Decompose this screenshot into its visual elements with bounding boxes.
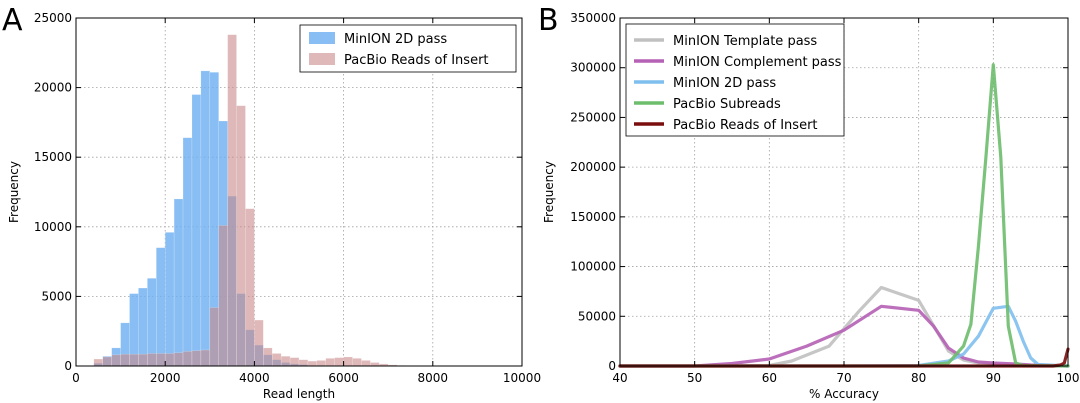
- x-tick-label: 40: [612, 371, 627, 385]
- histogram-bar-pacbio: [191, 350, 202, 367]
- histogram-bar-pacbio: [334, 357, 344, 367]
- histogram-bar-pacbio: [111, 354, 121, 367]
- x-tick-label: 2000: [150, 371, 181, 385]
- histogram-bar-minion: [173, 198, 184, 367]
- histogram-bar-pacbio: [245, 208, 255, 367]
- histogram-bar-minion: [182, 137, 193, 367]
- histogram-bar-minion: [156, 247, 166, 367]
- histogram-bar-pacbio: [120, 353, 130, 367]
- y-tick-label: 300000: [570, 61, 616, 75]
- histogram-bar-pacbio: [147, 353, 157, 367]
- histogram-bar-pacbio: [263, 347, 273, 367]
- histogram-bar-pacbio: [325, 358, 335, 367]
- histogram-bar-pacbio: [307, 360, 318, 367]
- y-tick-label: 20000: [34, 81, 72, 95]
- histogram-bar-pacbio: [173, 352, 184, 367]
- legend-box: [299, 24, 517, 73]
- plot-frame: [75, 17, 523, 367]
- line-chart-panel-b: 40 50 60 70 80 90 100 0 50000 100000 150000 200000 2…: [542, 11, 1079, 401]
- histogram-panel-a: 0 2000 4000 6000 8000 10000 0 5000 10000 15000 200…: [7, 11, 541, 401]
- histogram-bar-pacbio: [343, 356, 353, 367]
- x-axis-label: % Accuracy: [809, 387, 879, 401]
- histogram-bar-pacbio: [156, 353, 166, 367]
- y-tick-label: 250000: [570, 110, 616, 124]
- histogram-bar-minion: [164, 232, 175, 367]
- y-axis-label: Frequency: [542, 161, 556, 223]
- legend-label: MinION 2D pass: [344, 32, 447, 47]
- histogram-bar-pacbio: [280, 356, 291, 367]
- x-tick-label: 60: [762, 371, 777, 385]
- histogram-bar-pacbio: [227, 34, 237, 367]
- series-line-3: [618, 63, 1070, 368]
- y-tick-label: 15000: [34, 150, 72, 164]
- x-tick-label: 0: [72, 371, 80, 385]
- legend-label: PacBio Subreads: [673, 97, 781, 112]
- legend-label: MinION 2D pass: [673, 76, 776, 91]
- histogram-bar-pacbio: [352, 358, 362, 367]
- histogram-bar-minion: [191, 94, 202, 367]
- histogram-bar-pacbio: [254, 319, 264, 367]
- histogram-bar-pacbio: [236, 105, 246, 367]
- legend-label: MinION Template pass: [673, 34, 817, 49]
- x-tick-label: 10000: [503, 371, 541, 385]
- x-axis-label: Read length: [263, 387, 335, 401]
- y-tick-label: 200000: [570, 160, 616, 174]
- histogram-bar-pacbio: [370, 362, 380, 367]
- histogram-bar-pacbio: [129, 353, 139, 367]
- histogram-bar-minion: [200, 70, 211, 367]
- histogram-bar-pacbio: [93, 358, 104, 367]
- x-tick-label: 6000: [328, 371, 359, 385]
- y-tick-label: 150000: [570, 210, 616, 224]
- x-tick-label: 80: [911, 371, 926, 385]
- legend-swatch: [309, 53, 335, 65]
- x-tick-label: 50: [687, 371, 702, 385]
- legend-panel-a: MinION 2D pass PacBio Reads of Insert: [299, 24, 517, 73]
- histogram-bar-pacbio: [361, 360, 371, 367]
- y-tick-label: 0: [64, 359, 72, 373]
- histogram-bar-pacbio: [138, 353, 148, 367]
- legend-swatch: [309, 32, 335, 44]
- histogram-bar-pacbio: [102, 356, 112, 367]
- histogram-bar-minion: [147, 278, 157, 367]
- panel-label-a: A: [2, 3, 23, 38]
- histogram-bar-pacbio: [182, 351, 193, 367]
- legend-label: PacBio Reads of Insert: [344, 53, 489, 68]
- legend-panel-b: MinION Template pass MinION Complement pa…: [625, 23, 845, 137]
- y-tick-label: 10000: [34, 220, 72, 234]
- y-tick-label: 100000: [570, 260, 616, 274]
- histogram-bar-pacbio: [298, 359, 309, 367]
- y-tick-label: 50000: [578, 309, 616, 323]
- legend-label: PacBio Reads of Insert: [673, 118, 818, 133]
- panel-label-b: B: [538, 3, 559, 38]
- histogram-bar-pacbio: [209, 307, 219, 367]
- x-tick-label: 100: [1057, 371, 1080, 385]
- x-tick-label: 4000: [239, 371, 270, 385]
- histogram-bar-pacbio: [200, 349, 211, 367]
- histogram-bar-pacbio: [316, 360, 327, 367]
- series-line-1: [618, 304, 1070, 368]
- x-tick-label: 90: [986, 371, 1001, 385]
- x-tick-label: 8000: [418, 371, 449, 385]
- y-tick-label: 25000: [34, 11, 72, 25]
- y-tick-label: 5000: [41, 289, 72, 303]
- y-tick-label: 350000: [570, 11, 616, 25]
- y-tick-label: 0: [608, 359, 616, 373]
- histogram-bar-pacbio: [218, 225, 228, 367]
- x-tick-label: 70: [836, 371, 851, 385]
- histogram-bar-pacbio: [271, 353, 282, 367]
- histogram-bar-pacbio: [164, 353, 175, 367]
- y-axis-label: Frequency: [7, 161, 21, 223]
- legend-box: [625, 23, 845, 137]
- histogram-bar-pacbio: [289, 357, 300, 367]
- legend-label: MinION Complement pass: [673, 55, 842, 70]
